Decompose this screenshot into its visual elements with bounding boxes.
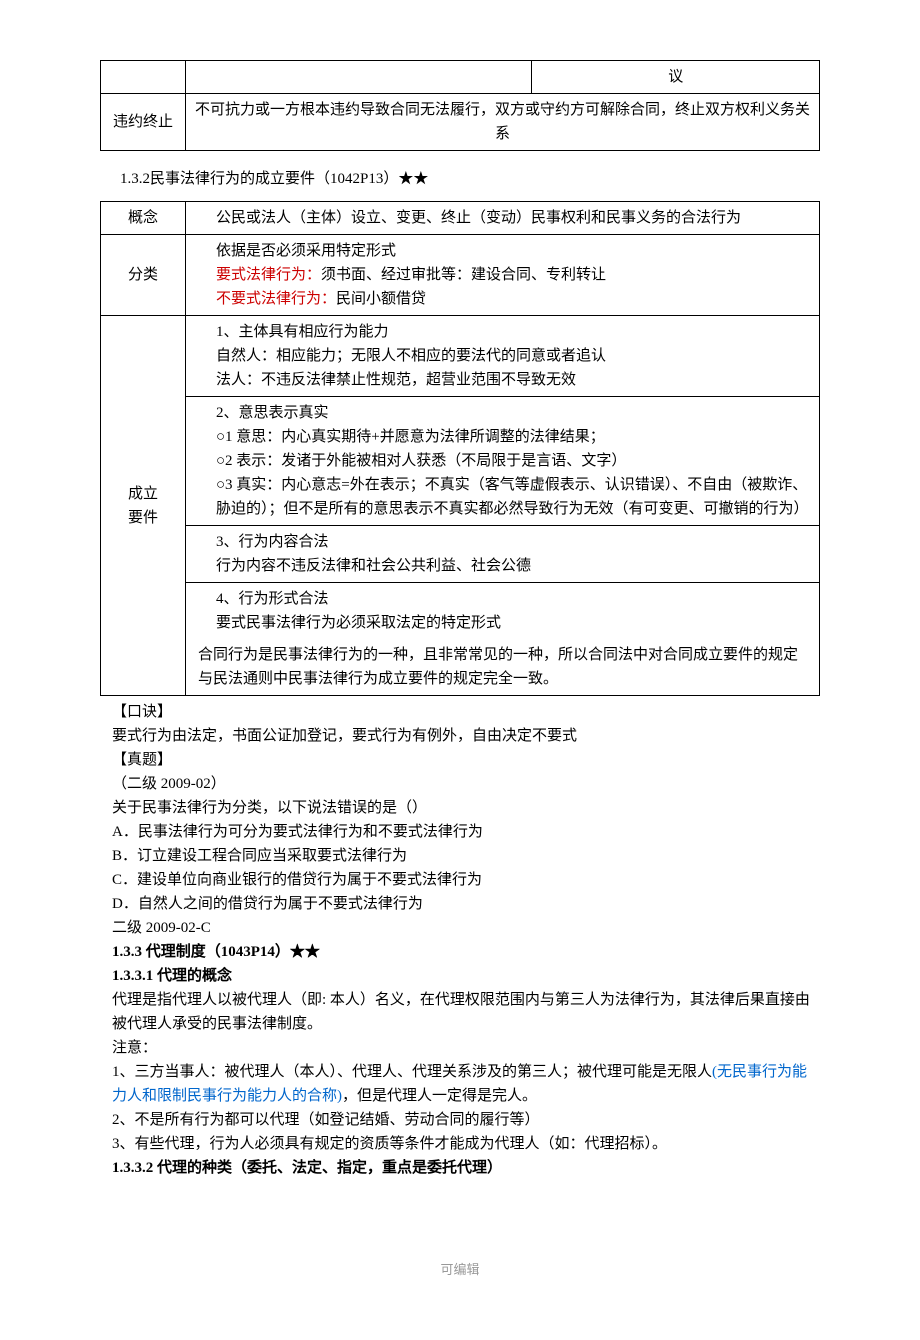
req-label-l2: 要件	[109, 506, 177, 530]
requirements-label: 成立 要件	[101, 316, 186, 696]
category-line3: 不要式法律行为：民间小额借贷	[216, 287, 811, 311]
p1331-n1c: ，但是代理人一定得是完人。	[342, 1088, 537, 1104]
heading-1331: 1.3.3.1 代理的概念	[112, 964, 820, 988]
body-content: 【口诀】 要式行为由法定，书面公证加登记，要式行为有例外，自由决定不要式 【真题…	[112, 700, 820, 1180]
req2-l3: ○2 表示：发诸于外能被相对人获悉（不局限于是言语、文字）	[216, 449, 811, 473]
category-line3-rest: 民间小额借贷	[336, 291, 426, 307]
footer-text: 可编辑	[100, 1260, 820, 1281]
heading-133: 1.3.3 代理制度（1043P14）★★	[112, 940, 820, 964]
p1331-note1: 1、三方当事人：被代理人（本人）、代理人、代理关系涉及的第三人；被代理可能是无限…	[112, 1060, 820, 1108]
req2-cell: 2、意思表示真实 ○1 意思：内心真实期待+并愿意为法律所调整的法律结果； ○2…	[186, 397, 820, 526]
req3-l2: 行为内容不违反法律和社会公共利益、社会公德	[216, 554, 811, 578]
category-cell: 依据是否必须采用特定形式 要式法律行为：须书面、经过审批等：建设合同、专利转让 …	[186, 235, 820, 316]
req4-cell: 4、行为形式合法 要式民事法律行为必须采取法定的特定形式	[186, 583, 820, 640]
concept-text: 公民或法人（主体）设立、变更、终止（变动）民事权利和民事义务的合法行为	[216, 210, 741, 226]
p1331-n1a: 1、三方当事人：被代理人（本人）、代理人、代理关系涉及的第三人；被代理可能是无限…	[112, 1064, 712, 1080]
category-line1: 依据是否必须采用特定形式	[216, 239, 811, 263]
zhenti-option-d: D．自然人之间的借贷行为属于不要式法律行为	[112, 892, 820, 916]
req1-l2: 自然人：相应能力；无限人不相应的要法代的同意或者追认	[216, 344, 811, 368]
req3-l1: 3、行为内容合法	[216, 530, 811, 554]
zhenti-label: 【真题】	[112, 748, 820, 772]
req2-l1: 2、意思表示真实	[216, 401, 811, 425]
concept-label: 概念	[101, 202, 186, 235]
p1331-l2: 注意：	[112, 1036, 820, 1060]
heading-132: 1.3.2民事法律行为的成立要件（1042P13）★★	[120, 167, 820, 191]
req-label-l1: 成立	[109, 482, 177, 506]
note-text: 合同行为是民事法律行为的一种，且非常常见的一种，所以合同法中对合同成立要件的规定…	[198, 647, 798, 687]
category-line3-red: 不要式法律行为：	[216, 291, 336, 307]
zhenti-option-c: C．建设单位向商业银行的借贷行为属于不要式法律行为	[112, 868, 820, 892]
termination-table: 议 违约终止 不可抗力或一方根本违约导致合同无法履行，双方或守约方可解除合同，终…	[100, 60, 820, 151]
zhenti-ref: （二级 2009-02）	[112, 772, 820, 796]
category-line2-rest: 须书面、经过审批等：建设合同、专利转让	[321, 267, 606, 283]
p1331-note3: 3、有些代理，行为人必须具有规定的资质等条件才能成为代理人（如：代理招标）。	[112, 1132, 820, 1156]
t1-r2c2: 不可抗力或一方根本违约导致合同无法履行，双方或守约方可解除合同，终止双方权利义务…	[186, 94, 820, 151]
t1-r1c2	[186, 61, 532, 94]
t1-r1c1	[101, 61, 186, 94]
zhenti-option-a: A．民事法律行为可分为要式法律行为和不要式法律行为	[112, 820, 820, 844]
koujue-text: 要式行为由法定，书面公证加登记，要式行为有例外，自由决定不要式	[112, 724, 820, 748]
category-line2: 要式法律行为：须书面、经过审批等：建设合同、专利转让	[216, 263, 811, 287]
t1-r1c3: 议	[532, 61, 820, 94]
concept-cell: 公民或法人（主体）设立、变更、终止（变动）民事权利和民事义务的合法行为	[186, 202, 820, 235]
category-label: 分类	[101, 235, 186, 316]
req2-l4: ○3 真实：内心意志=外在表示；不真实（客气等虚假表示、认识错误）、不自由（被欺…	[216, 473, 811, 521]
p1331-note2: 2、不是所有行为都可以代理（如登记结婚、劳动合同的履行等）	[112, 1108, 820, 1132]
t1-r2c1: 违约终止	[101, 94, 186, 151]
category-line2-red: 要式法律行为：	[216, 267, 321, 283]
req3-cell: 3、行为内容合法 行为内容不违反法律和社会公共利益、社会公德	[186, 526, 820, 583]
heading-1332: 1.3.3.2 代理的种类（委托、法定、指定，重点是委托代理）	[112, 1156, 820, 1180]
zhenti-option-b: B．订立建设工程合同应当采取要式法律行为	[112, 844, 820, 868]
req1-l1: 1、主体具有相应行为能力	[216, 320, 811, 344]
note-cell: 合同行为是民事法律行为的一种，且非常常见的一种，所以合同法中对合同成立要件的规定…	[186, 639, 820, 696]
zhenti-question: 关于民事法律行为分类，以下说法错误的是（）	[112, 796, 820, 820]
p1331-l1: 代理是指代理人以被代理人（即: 本人）名义，在代理权限范围内与第三人为法律行为，…	[112, 988, 820, 1036]
req1-cell: 1、主体具有相应行为能力 自然人：相应能力；无限人不相应的要法代的同意或者追认 …	[186, 316, 820, 397]
requirements-table: 概念 公民或法人（主体）设立、变更、终止（变动）民事权利和民事义务的合法行为 分…	[100, 201, 820, 696]
koujue-label: 【口诀】	[112, 700, 820, 724]
req4-l2: 要式民事法律行为必须采取法定的特定形式	[216, 611, 811, 635]
req4-l1: 4、行为形式合法	[216, 587, 811, 611]
zhenti-answer: 二级 2009-02-C	[112, 916, 820, 940]
req1-l3: 法人：不违反法律禁止性规范，超营业范围不导致无效	[216, 368, 811, 392]
req2-l2: ○1 意思：内心真实期待+并愿意为法律所调整的法律结果；	[216, 425, 811, 449]
